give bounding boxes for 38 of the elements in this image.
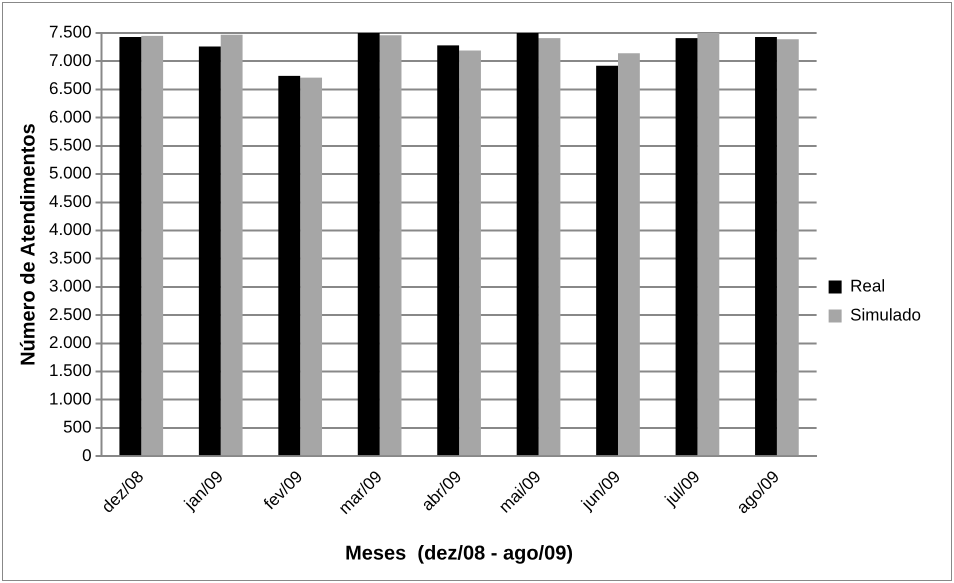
bar — [198, 46, 221, 456]
bar — [358, 33, 380, 456]
bar — [141, 36, 164, 456]
bar — [755, 36, 777, 456]
y-tick-label: 4.500 — [48, 192, 92, 211]
legend-label: Real — [850, 276, 886, 296]
y-tick-label: 5.000 — [48, 164, 92, 183]
y-tick-label: 2.000 — [48, 333, 92, 352]
y-tick-label: 2.500 — [48, 304, 92, 324]
y-tick-label: 5.500 — [48, 136, 92, 155]
bar — [516, 33, 539, 456]
bar — [776, 39, 799, 456]
x-axis-title: Meses (dez/08 - ago/09) — [345, 542, 574, 565]
bar — [278, 76, 300, 456]
bar — [380, 35, 402, 456]
y-tick-label: 3.000 — [48, 276, 92, 296]
y-tick-label: 6.500 — [48, 79, 92, 98]
bar — [459, 50, 481, 456]
bar — [437, 45, 460, 456]
y-axis-title: Número de Atendimentos — [18, 123, 40, 366]
bar — [220, 34, 243, 456]
y-tick-label: 1.500 — [48, 361, 92, 380]
y-tick-label: 7.500 — [48, 22, 92, 42]
bar — [697, 33, 720, 456]
y-tick-label: 3.500 — [48, 248, 92, 268]
bar — [596, 66, 618, 456]
y-tick-label: 4.000 — [48, 220, 92, 240]
y-tick-label: 0 — [82, 446, 92, 465]
bar — [119, 36, 142, 456]
bar — [676, 38, 698, 456]
y-tick-label: 6.000 — [48, 107, 92, 126]
legend-label: Simulado — [850, 306, 922, 325]
y-tick-label: 7.000 — [48, 50, 92, 70]
bar — [300, 78, 322, 456]
bar — [618, 53, 640, 456]
bar — [538, 38, 560, 456]
y-tick-label: 500 — [63, 418, 92, 437]
y-tick-label: 1.000 — [48, 389, 92, 408]
